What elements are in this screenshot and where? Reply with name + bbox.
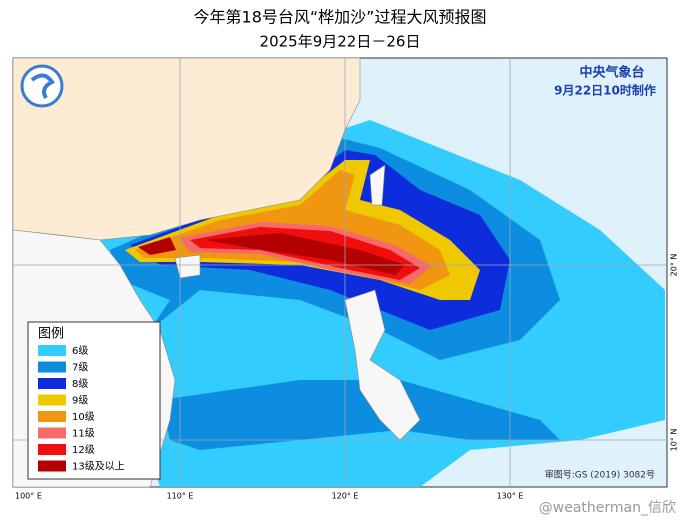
footnote: 审图号:GS (2019) 3082号 [545,469,655,481]
legend-label: 10级 [72,411,95,423]
legend: 图例 6级 7级 8级 9级 10级 11级 12级 13级及以上 [27,321,161,480]
watermark: @weatherman_信欣 [539,500,676,516]
agency: 中央气象台 [579,65,644,81]
legend-swatch [38,460,66,472]
wind-zone [160,380,560,450]
lon-label: 130° E [497,492,524,501]
land [344,289,421,441]
logo [20,64,64,108]
lat-label: 10° N [670,429,679,452]
lon-label: 120° E [332,492,359,501]
lon-label: 110° E [167,492,194,501]
legend-swatch [38,378,66,389]
legend-swatch [38,444,66,455]
title: 今年第18号台风“桦加沙”过程大风预报图 [194,8,487,27]
legend-label: 7级 [72,362,88,374]
legend-label: 13级及以上 [72,461,125,473]
lon-label: 100° E [15,492,42,501]
legend-label: 6级 [72,345,88,357]
legend-swatch [38,411,66,422]
subtitle: 2025年9月22日－26日 [260,33,421,51]
legend-label: 12级 [72,444,95,456]
logo-mark [30,73,55,100]
legend-title: 图例 [38,327,64,342]
legend-label: 8级 [72,378,88,390]
lat-label: 20° N [670,254,679,277]
issued: 9月22日10时制作 [554,83,656,98]
land [174,254,201,279]
legend-swatch [38,427,66,439]
legend-label: 11级 [72,428,95,440]
wind-zone [138,237,176,255]
legend-swatch [38,394,66,406]
land [12,57,361,241]
map: 中央气象台 9月22日10时制作 审图号:GS (2019) 3082号 [12,57,668,488]
legend-swatch [38,361,66,373]
legend-label: 9级 [72,395,88,407]
wind-zone [205,233,405,275]
land [369,164,386,206]
legend-swatch [38,345,66,356]
